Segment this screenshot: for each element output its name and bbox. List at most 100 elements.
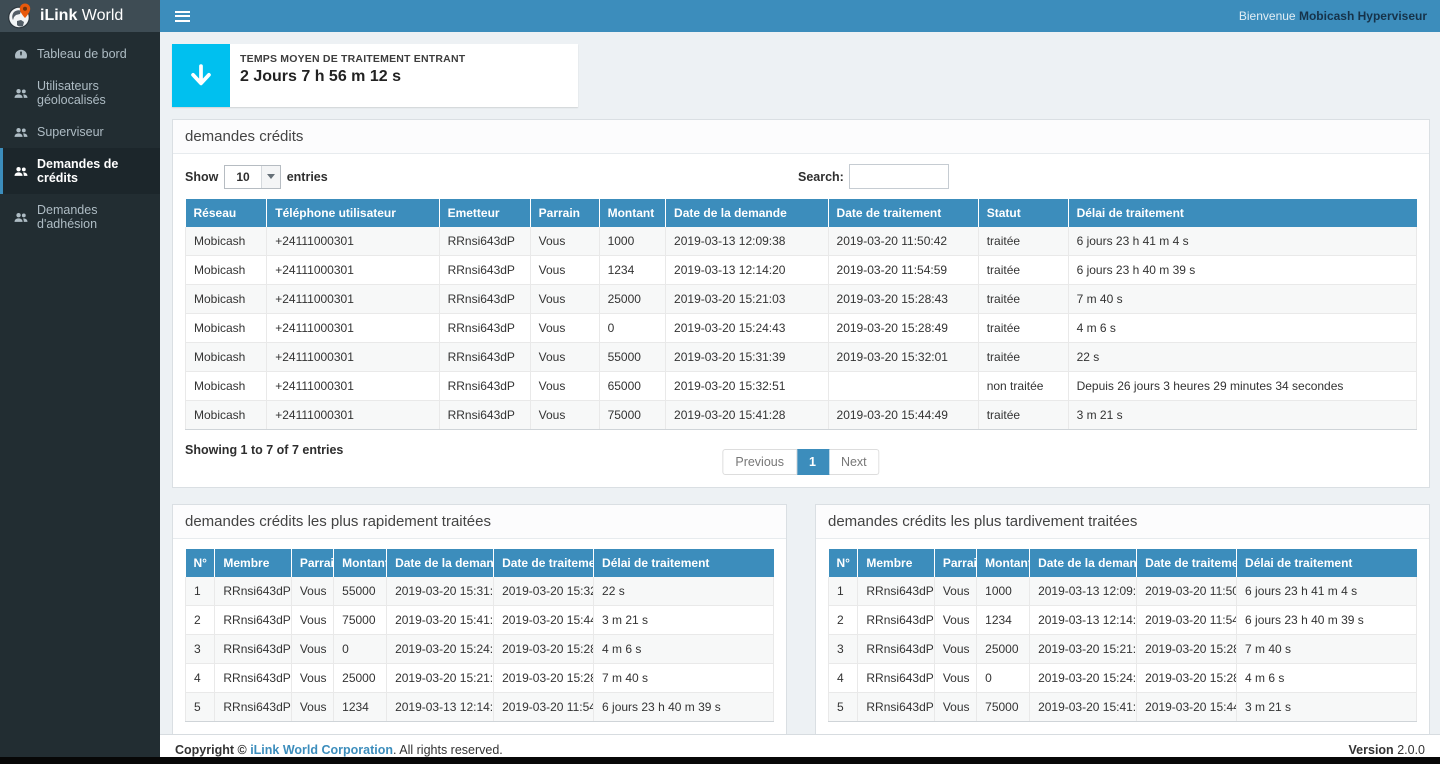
brand: iLink World: [0, 0, 160, 32]
brand-name: iLink World: [40, 7, 123, 25]
table-header-row: N°MembreParrainMontantDate de la demande…: [829, 549, 1417, 577]
column-header[interactable]: Date de traitement: [828, 199, 978, 227]
table-row: Mobicash+24111000301RRnsi643dPVous750002…: [186, 401, 1417, 430]
column-header[interactable]: Montant: [977, 549, 1030, 577]
table-cell: 2019-03-20 11:54:59: [1137, 606, 1237, 635]
table-cell: 1234: [977, 606, 1030, 635]
table-cell: Vous: [530, 314, 599, 343]
column-header[interactable]: Téléphone utilisateur: [267, 199, 439, 227]
table-cell: Mobicash: [186, 227, 267, 256]
pagination-previous-button[interactable]: Previous: [722, 449, 797, 475]
sidebar-item-tableau-de-bord[interactable]: Tableau de bord: [0, 38, 160, 70]
table-cell: Vous: [934, 693, 976, 722]
table-header-row: RéseauTéléphone utilisateurEmetteurParra…: [186, 199, 1417, 227]
sidebar-item-demandes-adhesion[interactable]: Demandes d'adhésion: [0, 194, 160, 240]
search-input[interactable]: [849, 164, 949, 189]
table-cell: 2: [829, 606, 858, 635]
chevron-down-icon: [261, 166, 280, 188]
column-header[interactable]: Date de traitement: [494, 549, 594, 577]
stat-card-temps-moyen: TEMPS MOYEN DE TRAITEMENT ENTRANT 2 Jour…: [172, 44, 578, 107]
column-header[interactable]: N°: [829, 549, 858, 577]
table-cell: 2019-03-20 15:41:28: [1030, 693, 1137, 722]
sidebar-menu: Tableau de bord Utilisateurs géolocalisé…: [0, 32, 160, 240]
table-cell: 2019-03-20 11:54:59: [828, 256, 978, 285]
table-cell: 5: [829, 693, 858, 722]
company-link[interactable]: iLink World Corporation: [250, 743, 393, 757]
credits-panel: demandes crédits Show 10 entries Search:: [172, 119, 1430, 488]
fastest-table: N°MembreParrainMontantDate de la demande…: [185, 549, 774, 722]
main-content: TEMPS MOYEN DE TRAITEMENT ENTRANT 2 Jour…: [160, 32, 1440, 734]
welcome-prefix: Bienvenue: [1239, 9, 1296, 23]
column-header[interactable]: Parrain: [530, 199, 599, 227]
table-cell: 75000: [977, 693, 1030, 722]
brand-bold: iLink: [40, 7, 77, 24]
table-cell: RRnsi643dP: [439, 256, 530, 285]
version-text: Version 2.0.0: [1349, 743, 1425, 757]
table-cell: [828, 372, 978, 401]
table-cell: 2019-03-20 15:28:49: [1137, 664, 1237, 693]
table-cell: Vous: [291, 693, 333, 722]
stat-card-value: 2 Jours 7 h 56 m 12 s: [240, 68, 465, 86]
column-header[interactable]: Membre: [215, 549, 291, 577]
table-cell: traitée: [978, 285, 1068, 314]
column-header[interactable]: Statut: [978, 199, 1068, 227]
table-cell: +24111000301: [267, 401, 439, 430]
sidebar-toggle-hamburger-icon[interactable]: [173, 5, 192, 27]
table-cell: 0: [599, 314, 665, 343]
table-cell: Mobicash: [186, 401, 267, 430]
table-cell: 2019-03-20 15:44:49: [494, 606, 594, 635]
sidebar-item-superviseur[interactable]: Superviseur: [0, 116, 160, 148]
column-header[interactable]: Délai de traitement: [594, 549, 774, 577]
pagination-next-button[interactable]: Next: [829, 449, 880, 475]
slowest-table: N°MembreParrainMontantDate de la demande…: [828, 549, 1417, 722]
table-row: 4RRnsi643dPVous250002019-03-20 15:21:032…: [186, 664, 774, 693]
table-cell: traitée: [978, 227, 1068, 256]
table-cell: Vous: [530, 285, 599, 314]
table-cell: 2019-03-20 15:28:43: [828, 285, 978, 314]
table-row: 3RRnsi643dPVous250002019-03-20 15:21:032…: [829, 635, 1417, 664]
table-cell: 1000: [977, 577, 1030, 606]
column-header[interactable]: Délai de traitement: [1068, 199, 1416, 227]
table-cell: Vous: [934, 635, 976, 664]
table-cell: Mobicash: [186, 256, 267, 285]
pagination-page-1-button[interactable]: 1: [797, 449, 829, 475]
slowest-panel: demandes crédits les plus tardivement tr…: [815, 504, 1430, 734]
table-cell: 2019-03-20 15:24:43: [387, 635, 494, 664]
column-header[interactable]: Délai de traitement: [1237, 549, 1417, 577]
table-cell: 2019-03-13 12:14:20: [387, 693, 494, 722]
table-cell: RRnsi643dP: [439, 227, 530, 256]
column-header[interactable]: Date de la demande: [1030, 549, 1137, 577]
sidebar-item-demandes-de-credits[interactable]: Demandes de crédits: [0, 148, 160, 194]
table-cell: Vous: [530, 256, 599, 285]
table-cell: 3: [829, 635, 858, 664]
version-label: Version: [1349, 743, 1394, 757]
table-cell: 2019-03-20 15:24:43: [666, 314, 828, 343]
table-cell: 2019-03-20 11:50:42: [1137, 577, 1237, 606]
table-cell: 2019-03-20 15:28:43: [494, 664, 594, 693]
table-cell: 4 m 6 s: [1237, 664, 1417, 693]
column-header[interactable]: Emetteur: [439, 199, 530, 227]
sidebar-item-utilisateurs-geolocalises[interactable]: Utilisateurs géolocalisés: [0, 70, 160, 116]
column-header[interactable]: Réseau: [186, 199, 267, 227]
table-cell: RRnsi643dP: [439, 372, 530, 401]
show-label: Show: [185, 170, 218, 184]
column-header[interactable]: Date de la demande: [387, 549, 494, 577]
table-cell: 2019-03-20 11:54:59: [494, 693, 594, 722]
sidebar-item-label: Tableau de bord: [37, 47, 127, 61]
column-header[interactable]: Parrain: [934, 549, 976, 577]
table-cell: +24111000301: [267, 285, 439, 314]
column-header[interactable]: Membre: [858, 549, 934, 577]
column-header[interactable]: Montant: [334, 549, 387, 577]
table-cell: RRnsi643dP: [858, 693, 934, 722]
column-header[interactable]: Date de traitement: [1137, 549, 1237, 577]
column-header[interactable]: Date de la demande: [666, 199, 828, 227]
column-header[interactable]: Montant: [599, 199, 665, 227]
table-cell: 1: [186, 577, 215, 606]
users-icon: [14, 166, 28, 177]
table-cell: 25000: [599, 285, 665, 314]
page-length-select[interactable]: 10: [224, 165, 280, 189]
table-cell: Vous: [934, 577, 976, 606]
column-header[interactable]: Parrain: [291, 549, 333, 577]
column-header[interactable]: N°: [186, 549, 215, 577]
table-cell: RRnsi643dP: [439, 314, 530, 343]
